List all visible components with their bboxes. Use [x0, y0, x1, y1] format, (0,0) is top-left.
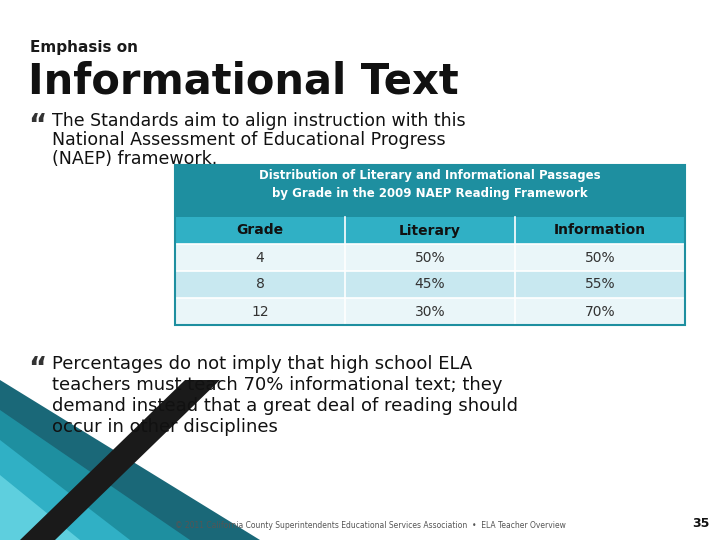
Text: © 2011 California County Superintendents Educational Services Association  •  EL: © 2011 California County Superintendents… [175, 521, 566, 530]
Text: Literary: Literary [399, 224, 461, 238]
Polygon shape [0, 440, 130, 540]
Text: 4: 4 [256, 251, 264, 265]
Text: Grade: Grade [236, 224, 284, 238]
Text: occur in other disciplines: occur in other disciplines [52, 418, 278, 436]
Text: “: “ [28, 112, 46, 140]
Text: Information: Information [554, 224, 646, 238]
Text: The Standards aim to align instruction with this: The Standards aim to align instruction w… [52, 112, 466, 130]
Bar [175, 165, 685, 325]
Text: 12: 12 [251, 305, 269, 319]
Text: 30%: 30% [415, 305, 445, 319]
Bar [175, 271, 685, 298]
Bar [175, 165, 685, 217]
Text: 55%: 55% [585, 278, 616, 292]
Text: 70%: 70% [585, 305, 616, 319]
Text: 45%: 45% [415, 278, 445, 292]
Text: Informational Text: Informational Text [28, 60, 459, 102]
Text: 50%: 50% [415, 251, 445, 265]
Bar [175, 298, 685, 325]
Text: 35: 35 [693, 517, 710, 530]
Polygon shape [0, 410, 190, 540]
Text: Emphasis on: Emphasis on [30, 40, 138, 55]
Bar [175, 244, 685, 271]
Polygon shape [20, 380, 220, 540]
Text: “: “ [28, 355, 46, 383]
Bar [175, 217, 685, 244]
Text: Percentages do not imply that high school ELA: Percentages do not imply that high schoo… [52, 355, 472, 373]
Text: teachers must teach 70% informational text; they: teachers must teach 70% informational te… [52, 376, 503, 394]
Text: 8: 8 [256, 278, 264, 292]
Text: National Assessment of Educational Progress: National Assessment of Educational Progr… [52, 131, 446, 149]
Text: demand instead that a great deal of reading should: demand instead that a great deal of read… [52, 397, 518, 415]
Polygon shape [0, 475, 80, 540]
Text: 50%: 50% [585, 251, 616, 265]
Text: Distribution of Literary and Informational Passages
by Grade in the 2009 NAEP Re: Distribution of Literary and Information… [259, 169, 600, 200]
Polygon shape [0, 380, 260, 540]
Text: (NAEP) framework.: (NAEP) framework. [52, 150, 217, 168]
